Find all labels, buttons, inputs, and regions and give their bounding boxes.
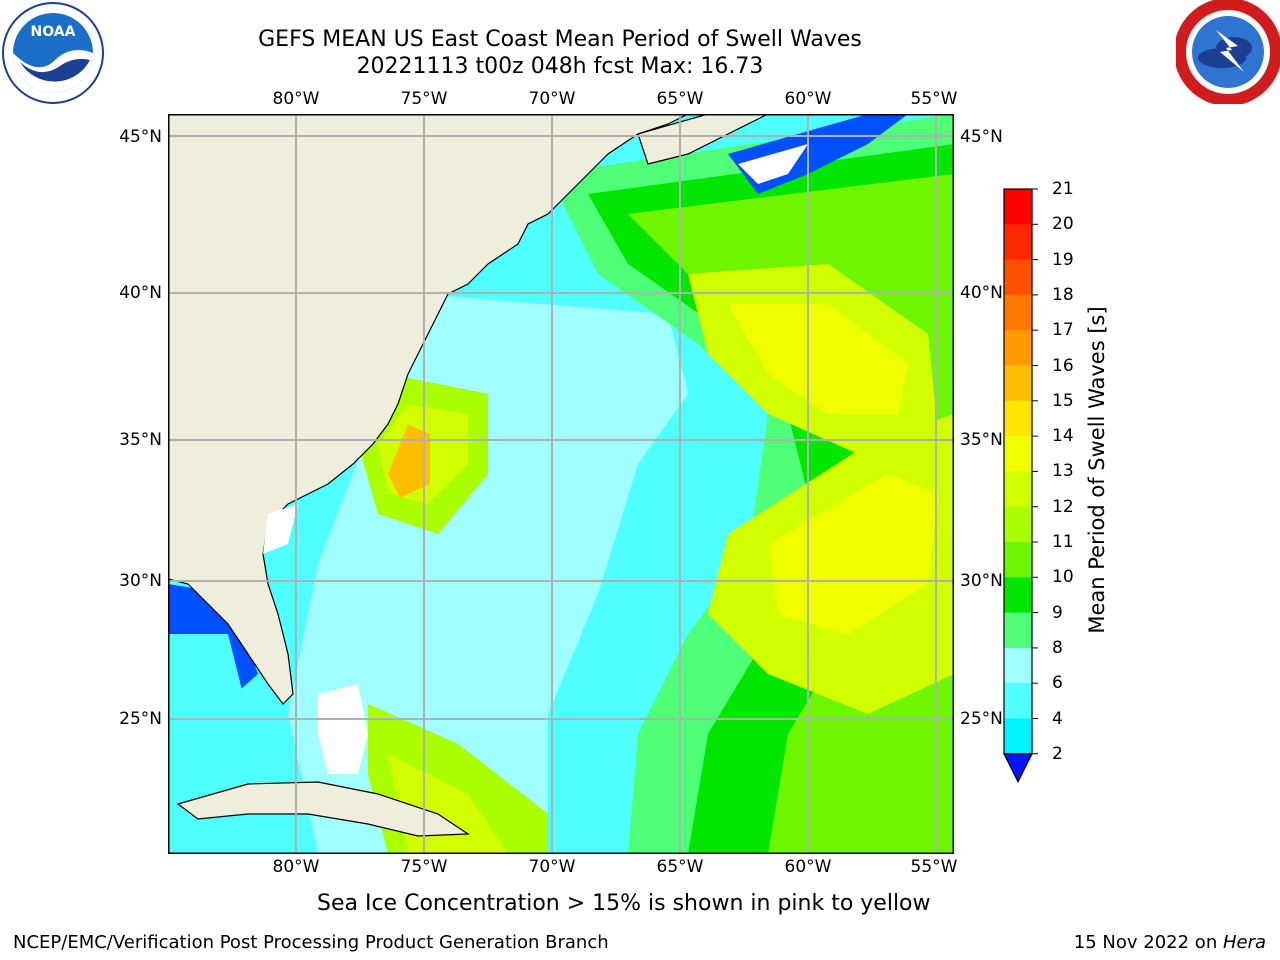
colorbar-tick-label: 20 (1052, 214, 1074, 235)
colorbar (1003, 188, 1038, 784)
colorbar-tick-label: 8 (1052, 637, 1063, 658)
lon-label-bottom-75w: 75°W (400, 857, 448, 877)
lat-label-right-45n: 45°N (960, 127, 1003, 147)
colorbar-band (1004, 647, 1032, 684)
colorbar-band (1004, 471, 1032, 508)
colorbar-extend-triangle (1003, 753, 1033, 784)
colorbar-tick-label: 21 (1052, 179, 1074, 199)
colorbar-band (1004, 436, 1032, 472)
colorbar-tick-label: 13 (1052, 461, 1074, 482)
sea-ice-note: Sea Ice Concentration > 15% is shown in … (317, 891, 931, 916)
footer-date-text: 15 Nov 2022 on (1073, 932, 1223, 953)
colorbar-tick-label: 15 (1052, 390, 1074, 411)
lat-label-left-40n: 40°N (119, 283, 162, 303)
swell-period-map (168, 114, 954, 854)
lon-label-top-75w: 75°W (400, 89, 448, 109)
colorbar-tick-label: 12 (1052, 496, 1074, 517)
lon-label-bottom-55w: 55°W (910, 857, 958, 877)
colorbar-tick-label: 9 (1052, 602, 1063, 623)
footer-date: 15 Nov 2022 on Hera (1074, 932, 1266, 953)
footer-producer: NCEP/EMC/Verification Post Processing Pr… (13, 932, 609, 953)
footer-machine: Hera (1222, 932, 1266, 953)
colorbar-tick-label: 4 (1052, 708, 1063, 729)
lon-label-top-55w: 55°W (910, 89, 958, 109)
lon-label-bottom-80w: 80°W (272, 857, 320, 877)
map-subtitle: 20221113 t00z 048h fcst Max: 16.73 (356, 54, 764, 79)
colorbar-tick-label: 10 (1052, 567, 1074, 588)
colorbar-band (1004, 365, 1032, 402)
colorbar-tick-label: 18 (1052, 284, 1074, 305)
colorbar-band (1004, 542, 1032, 578)
colorbar-tick-label: 11 (1052, 532, 1074, 552)
colorbar-tick-label: 16 (1052, 355, 1074, 376)
colorbar-band (1004, 612, 1032, 649)
map-title: GEFS MEAN US East Coast Mean Period of S… (258, 27, 862, 52)
svg-text:NOAA: NOAA (31, 24, 76, 40)
colorbar-band (1004, 224, 1032, 261)
lon-label-top-65w: 65°W (656, 89, 704, 109)
lon-label-top-60w: 60°W (784, 89, 832, 109)
lat-label-right-35n: 35°N (960, 430, 1003, 450)
lat-label-right-40n: 40°N (960, 283, 1003, 303)
lat-label-left-25n: 25°N (119, 709, 162, 729)
colorbar-band (1004, 577, 1032, 614)
colorbar-tick-label: 2 (1052, 743, 1063, 764)
colorbar-band (1004, 294, 1032, 331)
lat-label-left-45n: 45°N (119, 127, 162, 147)
colorbar-label: Mean Period of Swell Waves [s] (1085, 306, 1109, 634)
lat-label-right-30n: 30°N (960, 571, 1003, 591)
colorbar-band (1004, 330, 1032, 366)
lon-label-bottom-65w: 65°W (656, 857, 704, 877)
lat-label-left-35n: 35°N (119, 430, 162, 450)
lon-label-top-70w: 70°W (528, 89, 576, 109)
lon-label-bottom-70w: 70°W (528, 857, 576, 877)
colorbar-band (1004, 506, 1032, 543)
colorbar-tick-label: 14 (1052, 426, 1074, 447)
colorbar-band (1004, 683, 1032, 719)
colorbar-tick-label: 17 (1052, 320, 1074, 341)
colorbar-band (1004, 400, 1032, 437)
colorbar-tick-label: 6 (1052, 673, 1063, 694)
colorbar-band (1004, 259, 1032, 296)
lat-label-right-25n: 25°N (960, 709, 1003, 729)
lat-label-left-30n: 30°N (119, 571, 162, 591)
noaa-logo: NOAA (2, 2, 104, 104)
colorbar-band (1004, 189, 1032, 225)
lon-label-top-80w: 80°W (272, 89, 320, 109)
colorbar-tick-label: 19 (1052, 249, 1074, 270)
nws-logo (1176, 0, 1280, 104)
lon-label-bottom-60w: 60°W (784, 857, 832, 877)
colorbar-band (1004, 718, 1032, 755)
